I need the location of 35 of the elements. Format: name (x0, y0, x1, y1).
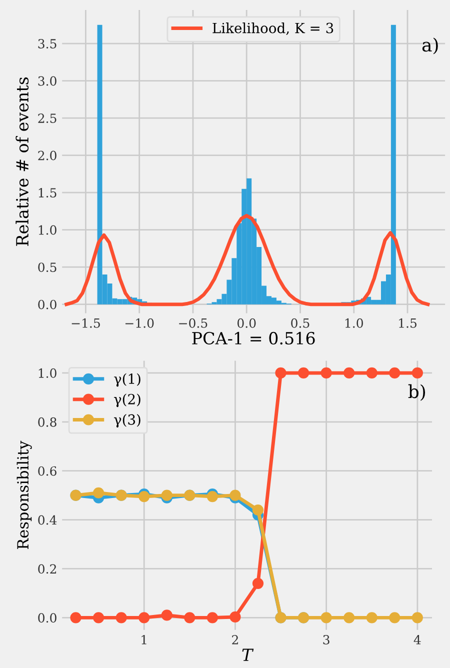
x-axis-title: T (242, 648, 254, 661)
x-tick-label: 1 (142, 635, 146, 644)
x-tick-label: 2 (232, 635, 238, 644)
x-tick-label: 1.0 (345, 318, 363, 328)
y-axis-title: Responsibility (16, 440, 32, 550)
legend-label: Likelihood, K = 3 (212, 22, 334, 35)
y-tick-label: 0.8 (38, 417, 56, 427)
x-tick-label: −0.5 (179, 318, 208, 328)
x-tick-label: 1.5 (399, 318, 416, 328)
y-tick-label: 1.0 (38, 225, 56, 235)
y-tick-label: 0.4 (38, 515, 57, 525)
y-tick-label: 0.0 (38, 613, 56, 623)
y-tick-label: 3.5 (38, 39, 56, 48)
y-tick-label: 0.0 (38, 300, 56, 310)
annotation: a) (422, 38, 438, 54)
y-tick-label: 0.2 (38, 564, 56, 574)
x-tick-label: 3 (323, 635, 330, 644)
y-tick-label: 1.0 (38, 368, 56, 378)
legend-label: γ(1) (114, 373, 140, 387)
annotation: b) (408, 384, 426, 401)
y-tick-label: 0.6 (38, 466, 56, 476)
x-axis-title: PCA-1 = 0.516 (192, 332, 315, 345)
y-axis-title: Relative # of events (16, 77, 29, 246)
x-tick-label: 0.0 (237, 318, 256, 328)
x-tick-label: 0.5 (291, 318, 310, 328)
y-tick-label: 0.5 (38, 262, 56, 272)
x-tick-label: −1.5 (72, 318, 100, 328)
y-tick-label: 3.0 (38, 76, 56, 86)
x-tick-label: −1.0 (125, 318, 154, 328)
x-tick-label: 4 (414, 635, 421, 644)
legend-label: γ(3) (114, 414, 140, 428)
y-tick-label: 1.5 (38, 188, 56, 198)
legend-label: γ(2) (114, 394, 140, 408)
y-tick-label: 2.5 (38, 114, 56, 123)
y-tick-label: 2.0 (38, 150, 56, 160)
